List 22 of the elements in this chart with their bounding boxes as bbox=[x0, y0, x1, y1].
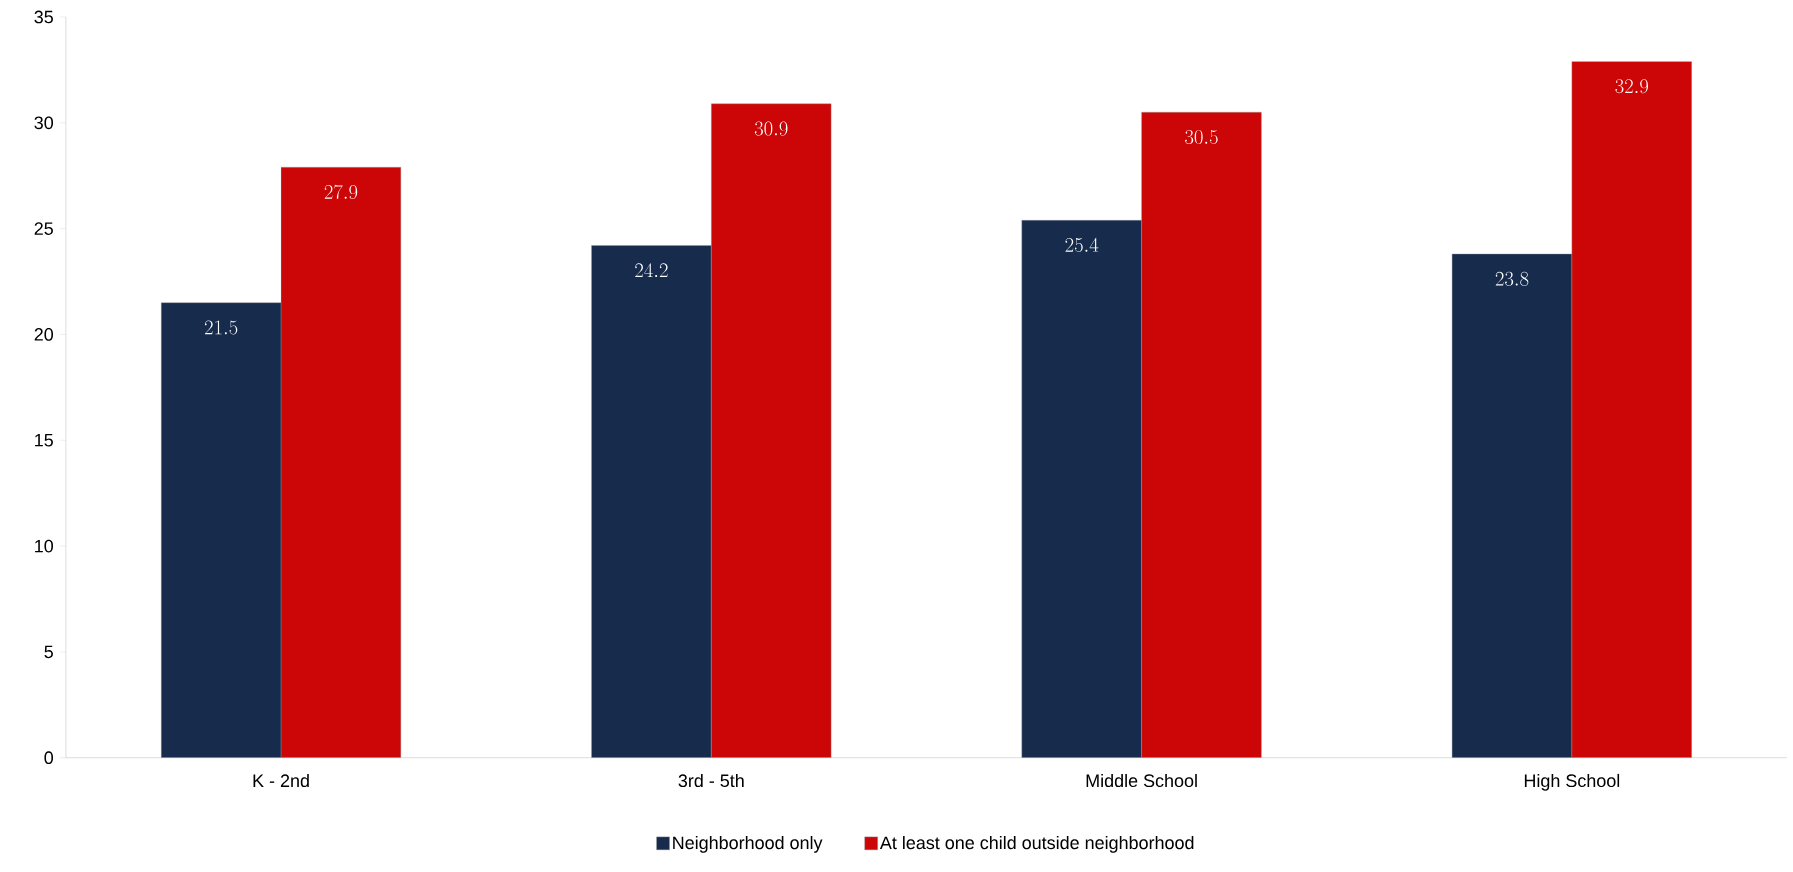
y-tick-label: 20 bbox=[34, 328, 54, 342]
y-tick-label: 5 bbox=[44, 645, 53, 659]
data-label: 23.8 bbox=[1495, 272, 1529, 287]
legend-label: Neighborhood only bbox=[673, 836, 823, 853]
data-label: 30.5 bbox=[1185, 130, 1218, 145]
x-tick-label: 3rd - 5th bbox=[678, 774, 744, 788]
y-tick-label: 0 bbox=[44, 751, 54, 765]
x-tick-label: High School bbox=[1524, 774, 1620, 791]
data-label: 27.9 bbox=[324, 184, 358, 200]
data-label: 24.2 bbox=[635, 263, 668, 278]
data-label: 21 .5 bbox=[204, 320, 238, 335]
data-label: 30.9 bbox=[754, 121, 788, 136]
legend-label: At least one child outside neighborhood bbox=[879, 836, 1194, 853]
x-tick-label: K - 2nd bbox=[253, 774, 309, 788]
data-label: 32.9 bbox=[1615, 79, 1649, 94]
y-tick-label: 30 bbox=[34, 116, 54, 130]
data-label: 25.4 bbox=[1065, 238, 1099, 253]
y-tick-label: 25 bbox=[34, 222, 53, 236]
y-tick-label: 10 bbox=[35, 539, 54, 553]
y-tick-label: 35 bbox=[34, 10, 53, 24]
y-tick-label: 15 bbox=[35, 434, 53, 447]
x-tick-label: Middle School bbox=[1086, 774, 1197, 788]
